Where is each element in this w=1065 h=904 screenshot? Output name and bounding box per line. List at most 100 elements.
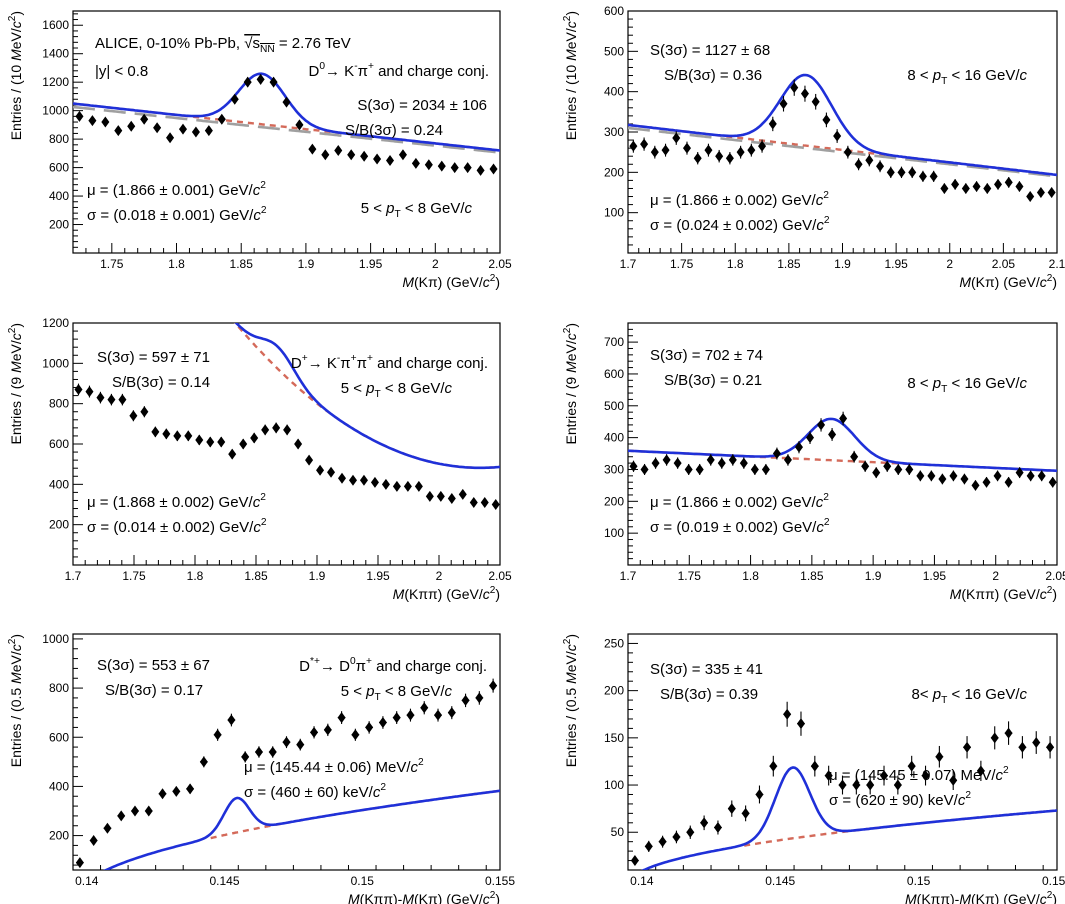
- y-tick-label: 1600: [42, 18, 69, 32]
- text-part: π: [358, 63, 368, 80]
- data-marker: [811, 96, 820, 108]
- text-part: 2: [261, 205, 267, 216]
- plot-area: [628, 73, 1057, 203]
- data-point: [305, 454, 314, 466]
- data-marker: [971, 479, 980, 491]
- data-marker: [817, 419, 826, 431]
- text-part: σ = (460 ± 60) keV/: [244, 784, 374, 801]
- x-tick-label: 1.75: [100, 257, 124, 271]
- data-point: [717, 457, 726, 469]
- label-part: eV/: [8, 28, 24, 49]
- data-marker: [250, 432, 259, 444]
- data-point: [296, 738, 305, 751]
- data-marker: [206, 436, 215, 448]
- data-marker: [700, 817, 709, 829]
- data-marker: [750, 463, 759, 475]
- data-marker: [929, 170, 938, 182]
- data-point: [700, 815, 709, 831]
- text-part: 5 <: [341, 380, 366, 397]
- data-point: [337, 711, 346, 724]
- data-point: [172, 785, 181, 797]
- y-tick-label: 800: [49, 681, 69, 695]
- data-marker: [672, 132, 681, 144]
- data-marker: [640, 463, 649, 475]
- data-point: [736, 145, 745, 159]
- plot-area: [630, 701, 1057, 870]
- y-tick-label: 100: [604, 778, 624, 792]
- data-point: [96, 391, 105, 404]
- data-point: [817, 418, 826, 432]
- data-point: [908, 166, 917, 179]
- data-marker: [406, 709, 415, 721]
- data-point: [971, 479, 980, 491]
- data-marker: [310, 726, 319, 738]
- label-part: 2: [7, 15, 18, 21]
- data-point: [308, 143, 317, 155]
- data-marker: [254, 746, 263, 758]
- data-point: [476, 164, 485, 176]
- label-part: c: [563, 644, 579, 651]
- annotation-text: μ = (145.45 ± 0.07) MeV/c2: [829, 765, 1009, 784]
- fit-curve: [103, 789, 500, 870]
- label-part: ): [563, 11, 579, 16]
- data-point: [217, 113, 226, 125]
- label-part: 2: [7, 638, 18, 644]
- text-part: 8 <: [907, 67, 932, 84]
- data-marker: [392, 480, 401, 492]
- data-marker: [1004, 176, 1013, 188]
- text-part: 2: [260, 180, 266, 191]
- data-point: [173, 430, 182, 442]
- data-point: [727, 800, 736, 817]
- data-point: [450, 162, 459, 174]
- data-point: [151, 426, 160, 438]
- data-point: [1046, 736, 1055, 759]
- data-marker: [153, 122, 162, 134]
- annotation-text: 8 < pT < 16 GeV/c: [907, 375, 1027, 395]
- x-tick-label: 2.05: [488, 257, 512, 271]
- data-marker: [872, 467, 881, 479]
- data-marker: [921, 770, 930, 782]
- data-point: [254, 746, 263, 758]
- x-tick-label: 1.8: [727, 257, 744, 271]
- text-part: T: [941, 384, 947, 395]
- data-marker: [88, 115, 97, 127]
- data-point: [865, 154, 874, 167]
- data-point: [672, 830, 681, 844]
- annotation-text: σ = (0.019 ± 0.002) GeV/c2: [650, 517, 830, 536]
- data-marker: [420, 702, 429, 714]
- data-marker: [140, 113, 149, 125]
- x-tick-label: 1.9: [834, 257, 851, 271]
- data-point: [294, 438, 303, 450]
- data-marker: [866, 779, 875, 791]
- label-part: M: [402, 274, 414, 290]
- data-marker: [1026, 191, 1035, 203]
- data-point: [392, 480, 401, 492]
- data-point: [491, 499, 500, 510]
- data-marker: [1047, 187, 1056, 198]
- text-part: -: [354, 61, 357, 72]
- data-marker: [727, 803, 736, 815]
- data-point: [213, 728, 222, 741]
- data-point: [715, 149, 724, 163]
- x-axis-label: M(Kπ) (GeV/c2): [402, 273, 500, 290]
- text-part: T: [941, 76, 947, 87]
- annotation-text: S/B(3σ) = 0.39: [660, 686, 758, 703]
- data-marker: [739, 457, 748, 469]
- data-marker: [704, 144, 713, 156]
- data-marker: [1015, 467, 1024, 479]
- data-point: [650, 145, 659, 159]
- x-tick-label: 1.9: [865, 569, 882, 583]
- data-point: [381, 478, 390, 490]
- x-tick-label: 1.75: [670, 257, 694, 271]
- text-part: π: [356, 658, 366, 675]
- data-point: [907, 755, 916, 777]
- data-point: [403, 480, 412, 492]
- annotation-text: S/B(3σ) = 0.17: [105, 682, 203, 699]
- label-part: Entries / (9: [563, 373, 579, 445]
- data-marker: [982, 476, 991, 488]
- label-part: M: [348, 891, 360, 904]
- plot-area: [74, 323, 500, 510]
- y-axis-label: Entries / (9 MeV/c2): [562, 323, 579, 445]
- data-marker: [682, 142, 691, 154]
- data-marker: [822, 114, 831, 126]
